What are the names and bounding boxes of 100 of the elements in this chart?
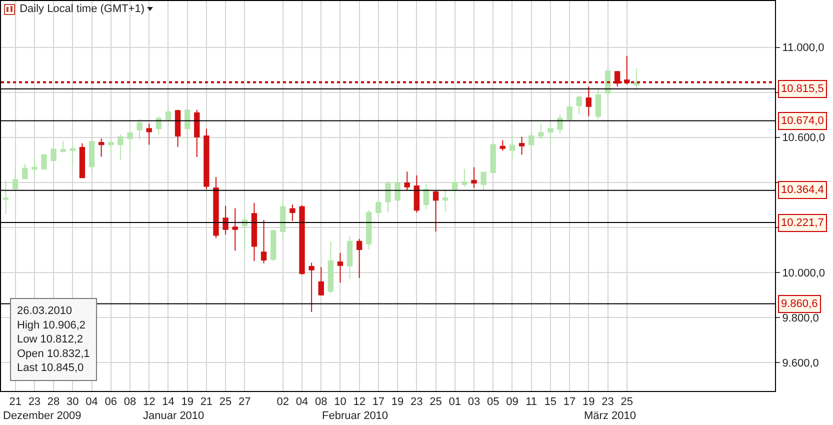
text: Januar 2010 xyxy=(143,410,204,422)
x-tick-label: 28 xyxy=(47,396,60,408)
candlestick xyxy=(174,109,181,148)
candlestick xyxy=(337,252,344,284)
candlestick xyxy=(385,180,391,214)
x-tick-label: 19 xyxy=(582,396,595,408)
x-tick-label: 23 xyxy=(602,396,614,408)
candlestick xyxy=(566,98,572,120)
candlestick xyxy=(98,138,104,158)
x-tick-label: 08 xyxy=(124,396,136,408)
candlestick xyxy=(22,163,28,180)
candlestick xyxy=(2,180,9,215)
candlestick xyxy=(41,154,47,170)
candlestick xyxy=(156,116,162,136)
x-tick-label: 09 xyxy=(506,396,518,408)
candlestick xyxy=(50,148,56,162)
candlestick xyxy=(70,146,76,166)
candlestick xyxy=(432,190,439,232)
candlestick xyxy=(442,189,448,212)
x-tick-label: 17 xyxy=(563,396,576,408)
annotation: High 10.906,2 xyxy=(17,319,86,332)
x-tick-label: 10 xyxy=(334,396,346,408)
ref-line-label: 10.815,5 xyxy=(781,83,824,95)
candlestick xyxy=(346,236,353,280)
x-tick-label: 12 xyxy=(142,396,156,408)
annotation: Last 10.845,0 xyxy=(17,362,84,374)
candlestick xyxy=(490,144,496,173)
candlestick xyxy=(251,202,258,262)
candlestick xyxy=(299,204,305,276)
candlestick xyxy=(376,200,382,216)
candlestick xyxy=(146,123,152,146)
candlestick xyxy=(414,174,420,214)
y-tick-label: 9.600,0 xyxy=(782,357,819,370)
candlestick xyxy=(242,216,248,252)
candlestick xyxy=(270,229,276,262)
y-tick-label: 10.600,0 xyxy=(782,132,826,144)
x-tick-label: 01 xyxy=(448,396,462,408)
x-tick-label: 15 xyxy=(544,396,557,408)
x-tick-label: 04 xyxy=(86,396,98,408)
text: März 2010 xyxy=(584,410,636,422)
candlestick xyxy=(136,118,142,140)
candlestick xyxy=(404,171,410,191)
candlestick xyxy=(32,156,38,176)
candlestick xyxy=(471,166,477,189)
candlestick xyxy=(260,219,267,264)
annotation: Low 10.812,2 xyxy=(17,334,84,346)
y-tick-label: 11.000,0 xyxy=(782,42,824,54)
candlestick xyxy=(480,172,486,191)
candlestick xyxy=(165,108,172,126)
x-tick-label: 08 xyxy=(314,396,328,408)
candlestick xyxy=(213,176,219,238)
candlestick xyxy=(356,238,362,279)
annotation: 26.03.2010 xyxy=(17,305,72,317)
text: Dezember 2009 xyxy=(3,410,82,422)
candlestick xyxy=(184,107,190,146)
x-tick-label: 11 xyxy=(526,396,538,408)
candlestick xyxy=(12,168,18,190)
x-tick-label: 23 xyxy=(28,396,41,408)
candlestick xyxy=(614,70,620,88)
x-tick-label: 19 xyxy=(181,396,194,408)
candlestick xyxy=(548,124,554,146)
candlestick xyxy=(108,138,114,153)
x-tick-label: 02 xyxy=(276,396,290,408)
candlestick xyxy=(634,68,640,90)
x-tick-label: 04 xyxy=(296,396,308,408)
candlestick xyxy=(308,262,314,313)
x-tick-label: 12 xyxy=(353,396,366,408)
candlestick xyxy=(500,140,506,152)
candlestick xyxy=(79,142,86,179)
x-tick-label: 14 xyxy=(162,396,174,408)
candlestick xyxy=(557,114,563,134)
candlestick xyxy=(423,183,430,210)
x-tick-label: 25 xyxy=(430,396,442,408)
candlestick xyxy=(222,205,228,236)
x-tick-label: 23 xyxy=(410,396,423,408)
x-tick-label: 17 xyxy=(372,396,385,408)
candlestick xyxy=(232,208,238,252)
x-tick-label: 21 xyxy=(9,396,22,408)
ref-line-label: 10.221,7 xyxy=(781,217,824,229)
candlestick xyxy=(328,240,334,294)
candlestick xyxy=(595,88,602,120)
candlestick xyxy=(280,200,286,240)
candlestick xyxy=(394,172,400,208)
x-tick-label: 06 xyxy=(104,396,118,408)
candlestick xyxy=(462,168,468,188)
x-tick-label: 30 xyxy=(66,396,79,408)
candlestick xyxy=(204,128,210,190)
candlestick xyxy=(538,123,544,140)
x-tick-label: 19 xyxy=(391,396,404,408)
candlestick xyxy=(509,134,516,159)
candlestick xyxy=(452,178,458,198)
x-tick-label: 25 xyxy=(620,396,634,408)
candlestick xyxy=(127,130,133,150)
candlestick xyxy=(60,140,66,153)
candlestick xyxy=(586,86,592,117)
ref-line-label: 10.674,0 xyxy=(781,115,824,127)
y-tick-label: 9.800,0 xyxy=(782,312,819,324)
x-tick-label: 03 xyxy=(468,396,480,408)
candlestick xyxy=(118,134,124,160)
ref-line-label: 10.364,4 xyxy=(781,184,824,196)
